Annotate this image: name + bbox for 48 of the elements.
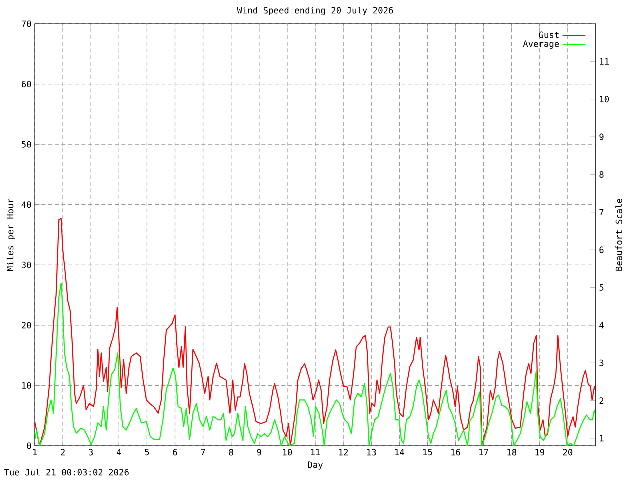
x-tick-label: 10 — [283, 449, 292, 456]
x-tick-label: 11 — [311, 449, 320, 456]
chart-title: Wind Speed ending 20 July 2026 — [237, 7, 394, 16]
y-tick-label: 30 — [22, 262, 32, 268]
x-tick-label: 20 — [563, 449, 573, 456]
x-tick-label: 14 — [395, 449, 404, 456]
x-tick-label: 18 — [508, 449, 517, 456]
y2-tick-label: 8 — [600, 171, 604, 178]
y-tick-label: 70 — [22, 20, 32, 28]
y2-axis-title: Beaufort Scale — [616, 198, 622, 271]
text: Tue Jul 21 00:03:02 2026 — [4, 468, 129, 476]
y2-tick-label: 11 — [600, 58, 609, 65]
y-axis-title: Miles per Hour — [6, 198, 16, 272]
y2-tick-label: 9 — [600, 134, 604, 140]
legend-label: Gust — [539, 32, 559, 38]
y-tick-label: 50 — [22, 141, 32, 148]
x-tick-label: 17 — [480, 449, 488, 456]
x-tick-label: 9 — [257, 449, 262, 456]
y-tick-label: 20 — [22, 322, 32, 329]
y2-tick-label: 3 — [600, 360, 604, 366]
y-tick-label: 40 — [22, 202, 32, 208]
y2-tick-label: 6 — [600, 246, 604, 254]
x-tick-label: 15 — [424, 449, 432, 456]
x-tick-label: 2 — [61, 449, 65, 456]
y-tick-label: 0 — [27, 442, 32, 450]
y2-tick-label: 10 — [600, 96, 610, 103]
x-axis-title: Day — [308, 462, 323, 470]
y2-tick-label: 4 — [600, 322, 604, 329]
x-tick-label: 1 — [33, 449, 38, 456]
x-tick-label: 8 — [229, 449, 234, 456]
x-tick-label: 5 — [145, 449, 150, 456]
x-tick-label: 3 — [89, 449, 94, 456]
legend-label: Average — [523, 40, 560, 49]
x-tick-label: 12 — [339, 449, 348, 456]
y2-tick-label: 7 — [600, 209, 604, 216]
y2-tick-label: 1 — [600, 435, 604, 442]
x-tick-label: 16 — [452, 449, 460, 456]
x-tick-label: 6 — [173, 449, 178, 456]
x-tick-label: 4 — [116, 449, 122, 456]
y2-tick-label: 2 — [600, 398, 604, 404]
y2-tick-label: 5 — [600, 284, 604, 291]
line-series — [35, 218, 596, 446]
x-tick-label: 19 — [536, 449, 545, 456]
x-tick-label: 7 — [201, 449, 206, 456]
y-tick-label: 60 — [22, 81, 32, 88]
y-tick-label: 10 — [22, 382, 32, 389]
x-tick-label: 13 — [367, 449, 376, 456]
line-series — [35, 282, 596, 446]
